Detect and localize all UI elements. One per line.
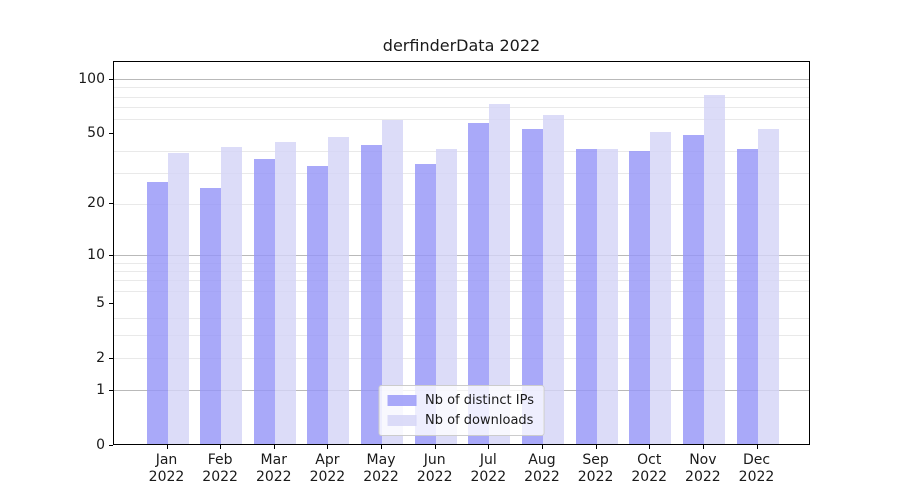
y-tick-mark-100: [109, 78, 113, 80]
x-tick-mark-jun: [434, 445, 436, 449]
major-gridline-y10: [114, 255, 809, 257]
bar-downloads-nov: [703, 95, 725, 444]
x-tick-mark-feb: [220, 445, 222, 449]
y-tick-mark-50: [109, 132, 113, 134]
minor-gridline-y60: [114, 119, 809, 121]
x-tick-mark-jul: [488, 445, 490, 449]
y-tick-label-50: 50: [87, 124, 105, 141]
bar-distinct-ips-aug: [521, 128, 543, 444]
x-tick-label-may: May 2022: [363, 452, 399, 485]
minor-gridline-y7: [114, 280, 809, 282]
minor-gridline-y90: [114, 87, 809, 89]
bar-downloads-feb: [221, 147, 243, 444]
minor-gridline-y80: [114, 96, 809, 98]
x-tick-label-oct: Oct 2022: [631, 452, 668, 485]
minor-gridline-y4: [114, 317, 809, 319]
x-tick-mark-may: [381, 445, 383, 449]
bar-distinct-ips-feb: [200, 188, 222, 444]
x-tick-mark-apr: [327, 445, 329, 449]
y-tick-label-1: 1: [96, 381, 105, 398]
y-tick-label-10: 10: [87, 246, 105, 263]
x-tick-mark-dec: [756, 445, 758, 449]
y-tick-mark-2: [109, 357, 113, 359]
x-tick-mark-mar: [273, 445, 275, 449]
bar-downloads-aug: [542, 115, 564, 444]
y-tick-label-2: 2: [96, 349, 105, 366]
bar-downloads-dec: [757, 128, 779, 444]
bar-distinct-ips-mar: [253, 159, 275, 444]
bar-distinct-ips-nov: [682, 135, 704, 444]
legend-label-distinct-ips: Nb of distinct IPs: [425, 393, 534, 408]
y-tick-mark-10: [109, 254, 113, 256]
bar-downloads-jan: [167, 153, 189, 444]
x-tick-label-aug: Aug 2022: [524, 452, 560, 485]
y-tick-label-100: 100: [78, 70, 105, 87]
x-tick-label-jan: Jan 2022: [148, 452, 185, 485]
x-tick-label-jun: Jun 2022: [416, 452, 453, 485]
legend-item-distinct-ips: Nb of distinct IPs: [387, 393, 534, 408]
bar-downloads-jul: [489, 104, 511, 444]
x-tick-label-nov: Nov 2022: [685, 452, 721, 485]
minor-gridline-y3: [114, 335, 809, 337]
bar-downloads-apr: [328, 136, 350, 444]
x-tick-label-dec: Dec 2022: [738, 452, 775, 485]
bar-distinct-ips-dec: [736, 149, 758, 444]
y-tick-mark-0: [109, 445, 113, 446]
minor-gridline-y40: [114, 150, 809, 152]
x-tick-mark-jan: [166, 445, 168, 449]
x-tick-label-feb: Feb 2022: [202, 452, 238, 485]
bar-distinct-ips-may: [361, 145, 383, 444]
chart-title: derfinderData 2022: [382, 36, 541, 55]
x-tick-label-mar: Mar 2022: [255, 452, 292, 485]
y-tick-label-0: 0: [96, 437, 105, 453]
bar-downloads-sep: [596, 149, 618, 444]
legend-swatch-distinct-ips: [387, 395, 417, 406]
bar-distinct-ips-apr: [307, 166, 329, 444]
bar-downloads-jun: [435, 149, 457, 444]
bar-downloads-mar: [274, 141, 296, 444]
bar-distinct-ips-jan: [146, 182, 168, 444]
x-tick-mark-aug: [541, 445, 543, 449]
legend-label-downloads: Nb of downloads: [425, 413, 534, 428]
major-gridline-y100: [114, 79, 809, 81]
x-tick-label-sep: Sep 2022: [577, 452, 614, 485]
minor-gridline-y9: [114, 262, 809, 264]
bar-distinct-ips-sep: [575, 149, 597, 444]
legend-item-downloads: Nb of downloads: [387, 413, 534, 428]
bar-downloads-oct: [650, 131, 672, 444]
x-tick-label-apr: Apr 2022: [309, 452, 346, 485]
y-tick-mark-1: [109, 389, 113, 391]
minor-gridline-y8: [114, 271, 809, 273]
x-tick-mark-oct: [649, 445, 651, 449]
y-tick-mark-5: [109, 302, 113, 304]
legend: Nb of distinct IPs Nb of downloads: [378, 385, 545, 436]
minor-gridline-y30: [114, 172, 809, 174]
minor-gridline-y2: [114, 358, 809, 360]
minor-gridline-y6: [114, 290, 809, 292]
y-tick-label-5: 5: [96, 294, 105, 311]
x-tick-label-jul: Jul 2022: [470, 452, 507, 485]
bar-distinct-ips-jun: [414, 164, 436, 444]
bar-distinct-ips-oct: [629, 151, 651, 444]
y-tick-label-20: 20: [87, 195, 105, 212]
x-tick-mark-sep: [595, 445, 597, 449]
x-tick-mark-nov: [702, 445, 704, 449]
bar-downloads-may: [382, 120, 404, 444]
bar-distinct-ips-jul: [468, 122, 490, 444]
minor-gridline-y70: [114, 107, 809, 109]
y-tick-mark-20: [109, 203, 113, 205]
plot-area: [113, 61, 810, 445]
minor-gridline-y20: [114, 203, 809, 205]
legend-swatch-downloads: [387, 415, 417, 426]
